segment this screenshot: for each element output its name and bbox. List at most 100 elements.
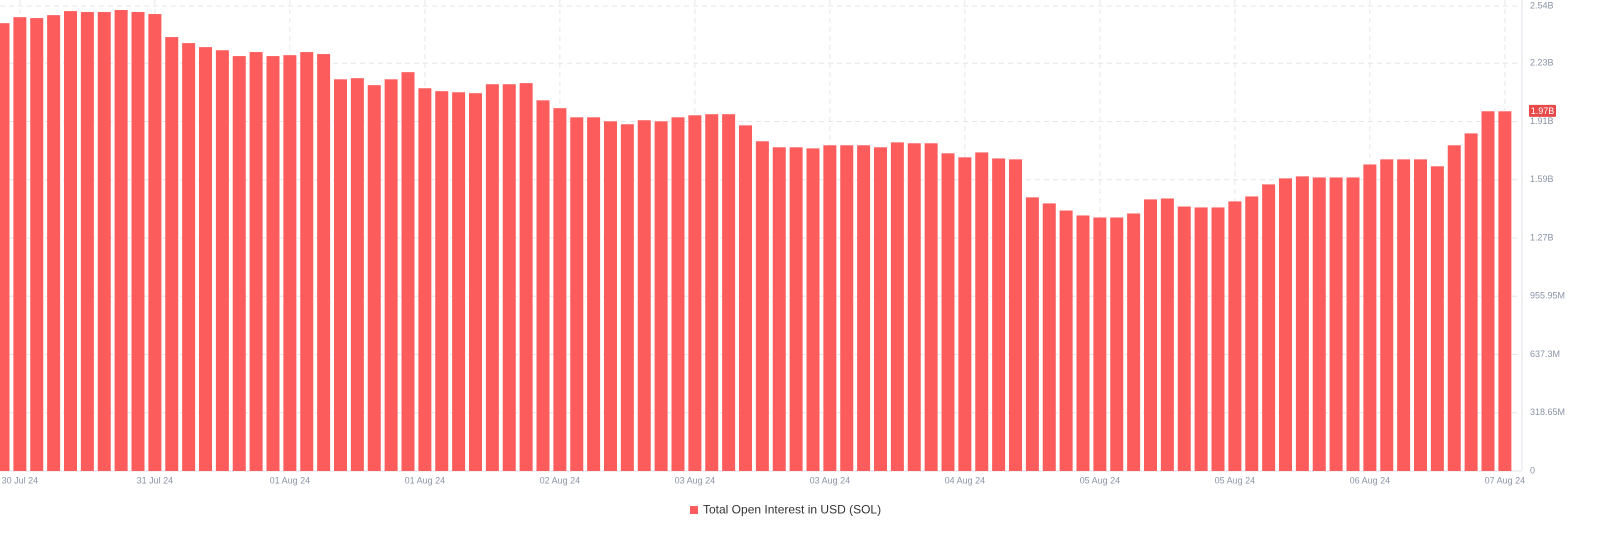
bar <box>941 153 955 471</box>
x-tick-label: 05 Aug 24 <box>1080 475 1121 485</box>
bar <box>637 120 651 472</box>
bar <box>485 84 499 471</box>
x-tick-label: 31 Jul 24 <box>137 475 174 485</box>
bar <box>47 15 61 471</box>
y-tick-label: 955.95M <box>1530 291 1565 301</box>
bar <box>840 145 854 472</box>
bar <box>1363 164 1377 471</box>
y-tick-label: 1.27B <box>1530 232 1554 242</box>
x-tick-label: 01 Aug 24 <box>270 475 311 485</box>
y-tick-label: 1.59B <box>1530 174 1554 184</box>
bar <box>519 83 533 472</box>
bar <box>1295 176 1309 472</box>
bar <box>148 14 162 472</box>
bar <box>1447 145 1461 472</box>
x-tick-label: 03 Aug 24 <box>810 475 851 485</box>
bar <box>1245 196 1259 471</box>
y-tick-label: 2.23B <box>1530 58 1554 68</box>
y-tick-label: 0 <box>1530 465 1535 475</box>
bar <box>165 37 179 471</box>
y-tick-label: 2.54B <box>1530 0 1554 10</box>
bar <box>418 88 432 472</box>
bar <box>182 43 196 472</box>
bar <box>1127 213 1141 471</box>
bar <box>266 56 280 471</box>
bar <box>1025 197 1039 471</box>
bar <box>131 12 145 472</box>
bar <box>1228 201 1242 471</box>
last-value-label: 1.97B <box>1531 106 1555 116</box>
bar <box>992 158 1006 471</box>
bar <box>1076 215 1090 471</box>
bar <box>1042 203 1056 472</box>
bar <box>654 121 668 471</box>
bar <box>1177 206 1191 471</box>
bar <box>1312 177 1326 471</box>
bar <box>1464 133 1478 471</box>
x-tick-label: 02 Aug 24 <box>540 475 581 485</box>
bar <box>874 147 887 472</box>
bar <box>97 12 111 472</box>
bar <box>1009 159 1022 471</box>
bar <box>367 85 381 471</box>
bar <box>1262 184 1276 471</box>
bar <box>350 78 364 472</box>
bar <box>907 143 921 471</box>
bar <box>1481 111 1495 471</box>
y-tick-label: 318.65M <box>1530 407 1565 417</box>
bar <box>1430 166 1444 471</box>
bar <box>0 23 10 471</box>
bar <box>317 54 331 472</box>
bar <box>232 56 246 471</box>
x-tick-label: 05 Aug 24 <box>1215 475 1256 485</box>
x-tick-label: 06 Aug 24 <box>1350 475 1391 485</box>
bar <box>1397 159 1411 471</box>
bar <box>789 147 803 472</box>
bar <box>739 125 752 472</box>
bar <box>469 93 482 471</box>
bar <box>705 114 719 471</box>
bar <box>975 152 989 472</box>
last-value-tag <box>1529 104 1556 117</box>
bar <box>1110 217 1124 471</box>
bar <box>13 17 27 471</box>
bar <box>384 79 398 471</box>
bar <box>671 117 685 472</box>
bar <box>1093 217 1107 471</box>
bar <box>806 148 820 471</box>
bar <box>1346 177 1360 471</box>
bar <box>401 72 415 471</box>
bar <box>452 92 466 471</box>
bar <box>249 52 263 472</box>
legend-label: Total Open Interest in USD (SOL) <box>703 503 881 517</box>
bar <box>570 117 584 472</box>
bar <box>435 91 449 472</box>
bar <box>114 10 128 471</box>
legend-swatch <box>690 506 698 514</box>
bar <box>688 115 702 471</box>
y-tick-label: 637.3M <box>1530 349 1560 359</box>
bar <box>502 84 516 471</box>
bar <box>300 52 314 472</box>
bar <box>80 12 94 472</box>
bar <box>1329 177 1343 471</box>
bar <box>857 145 871 472</box>
bar <box>1059 210 1073 472</box>
bar <box>1160 198 1174 471</box>
bar <box>334 79 347 471</box>
bar <box>553 108 567 471</box>
bar <box>1211 207 1225 471</box>
bar <box>587 117 601 472</box>
x-tick-label: 03 Aug 24 <box>675 475 716 485</box>
bar <box>215 50 229 471</box>
bar <box>64 11 77 472</box>
bar <box>604 121 617 471</box>
bar <box>1498 111 1512 471</box>
bar <box>722 114 736 471</box>
bar <box>772 147 786 472</box>
bar <box>755 141 769 471</box>
bar <box>1144 199 1157 471</box>
bar <box>890 142 904 471</box>
